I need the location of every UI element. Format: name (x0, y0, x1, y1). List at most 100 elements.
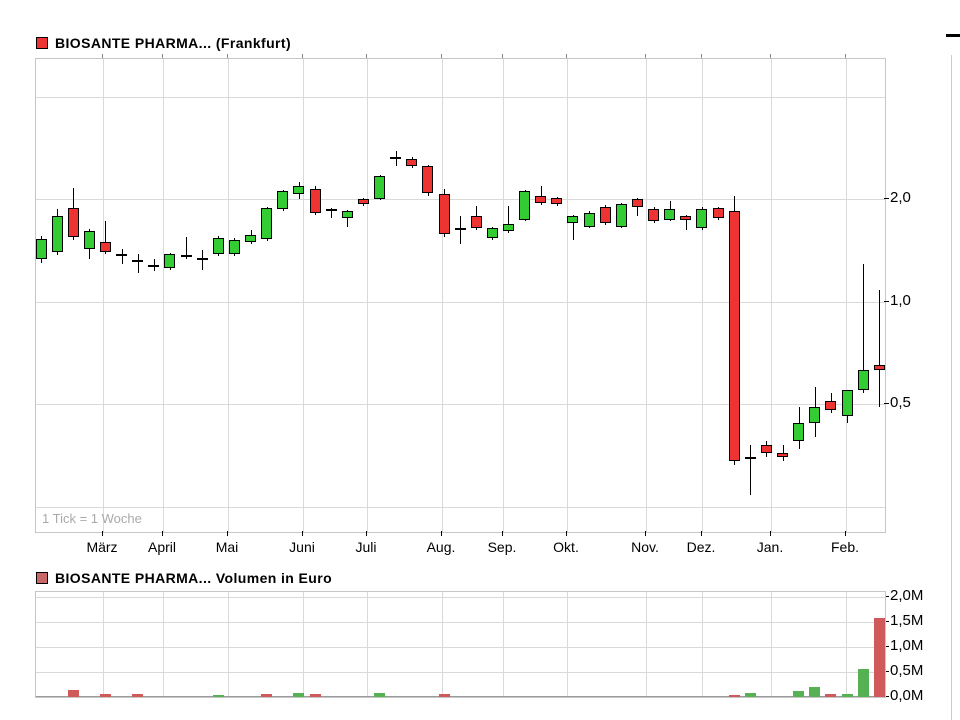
volume-axis-label: 0,5M (890, 661, 924, 679)
candlestick (503, 223, 514, 232)
month-gridline (103, 59, 104, 532)
candlestick (181, 254, 192, 258)
month-gridline (303, 59, 304, 532)
candlestick (874, 365, 885, 370)
month-gridline (228, 592, 229, 697)
volume-bar (809, 686, 820, 697)
candlestick (696, 208, 707, 229)
candlestick (858, 369, 869, 390)
candlestick (100, 241, 111, 252)
candlestick (519, 191, 530, 220)
volume-chart-title: BIOSANTE PHARMA... Volumen in Euro (55, 570, 333, 586)
price-axis-label: 2,0 (890, 189, 911, 206)
month-gridline (702, 59, 703, 532)
candlestick (600, 206, 611, 224)
month-gridline (103, 592, 104, 697)
volume-gridline (36, 671, 885, 673)
candlestick (84, 231, 95, 249)
volume-plot-area[interactable] (35, 591, 886, 698)
month-gridline (771, 59, 772, 532)
candle-wick (573, 214, 574, 240)
candlestick (809, 406, 820, 423)
candlestick (132, 260, 143, 263)
price-axis-label: 1,0 (890, 291, 911, 309)
candle-wick (508, 205, 509, 233)
candlestick (455, 228, 466, 231)
month-axis-label: Jan. (756, 539, 784, 555)
volume-bar (213, 694, 224, 697)
candle-wick (879, 290, 880, 407)
candlestick (632, 199, 643, 207)
candlestick (471, 216, 482, 229)
candlestick (439, 193, 450, 234)
candlestick (825, 401, 836, 411)
candlestick (648, 208, 659, 222)
candle-wick (637, 197, 638, 217)
month-gridline (367, 592, 368, 697)
candlestick (729, 210, 740, 462)
candlestick (164, 253, 175, 269)
month-gridline (163, 592, 164, 697)
candlestick (326, 208, 337, 211)
month-axis-label: Mai (215, 539, 239, 555)
month-gridline (567, 59, 568, 532)
adjacent-panel-border (951, 55, 952, 720)
month-gridline (303, 592, 304, 697)
series-color-swatch-icon (36, 37, 48, 49)
candle-wick (863, 263, 864, 393)
candlestick (68, 208, 79, 237)
month-gridline (367, 59, 368, 532)
month-gridline (503, 592, 504, 697)
candle-wick (186, 236, 187, 260)
month-axis-label: Nov. (631, 539, 659, 555)
month-axis-label: Sep. (487, 539, 517, 555)
candlestick (229, 239, 240, 254)
candlestick (277, 191, 288, 209)
candle-wick (750, 444, 751, 496)
volume-gridline (36, 596, 885, 598)
candlestick (761, 444, 772, 453)
candlestick (116, 253, 127, 256)
candle-wick (347, 209, 348, 227)
volume-bar (858, 669, 869, 697)
candlestick (406, 159, 417, 166)
month-axis-label: Feb. (830, 539, 860, 555)
main-chart-title: BIOSANTE PHARMA... (Frankfurt) (55, 35, 291, 51)
volume-axis-label: 0,0M (890, 687, 924, 704)
month-gridline (846, 59, 847, 532)
month-axis-label: Juli (355, 539, 377, 555)
candlestick-plot-area[interactable] (35, 58, 886, 533)
candlestick (52, 216, 63, 252)
volume-color-swatch-icon (36, 572, 48, 584)
month-axis-label: Dez. (686, 539, 716, 555)
candle-wick (122, 248, 123, 264)
volume-bar (439, 693, 450, 697)
candlestick (390, 156, 401, 159)
candlestick (245, 234, 256, 242)
month-gridline (503, 59, 504, 532)
volume-bar (874, 617, 885, 697)
month-gridline (567, 592, 568, 697)
candlestick (842, 389, 853, 417)
price-axis-label: 0,5 (890, 394, 911, 411)
month-axis-label: Okt. (553, 539, 579, 555)
candle-wick (105, 221, 106, 254)
price-gridline (36, 506, 885, 508)
candle-wick (331, 208, 332, 218)
volume-bar (842, 694, 853, 697)
price-gridline (36, 404, 885, 405)
month-gridline (163, 59, 164, 532)
month-gridline (442, 592, 443, 697)
candlestick (310, 188, 321, 213)
volume-bar (261, 694, 272, 697)
month-axis-label: April (147, 539, 177, 555)
month-gridline (646, 59, 647, 532)
volume-chart-legend: BIOSANTE PHARMA... Volumen in Euro (36, 570, 332, 586)
month-gridline (442, 59, 443, 532)
candlestick (197, 258, 208, 261)
candlestick (616, 204, 627, 227)
candlestick (777, 452, 788, 457)
volume-gridline (36, 696, 885, 697)
volume-bar (310, 694, 321, 697)
month-axis-label: Aug. (426, 539, 456, 555)
